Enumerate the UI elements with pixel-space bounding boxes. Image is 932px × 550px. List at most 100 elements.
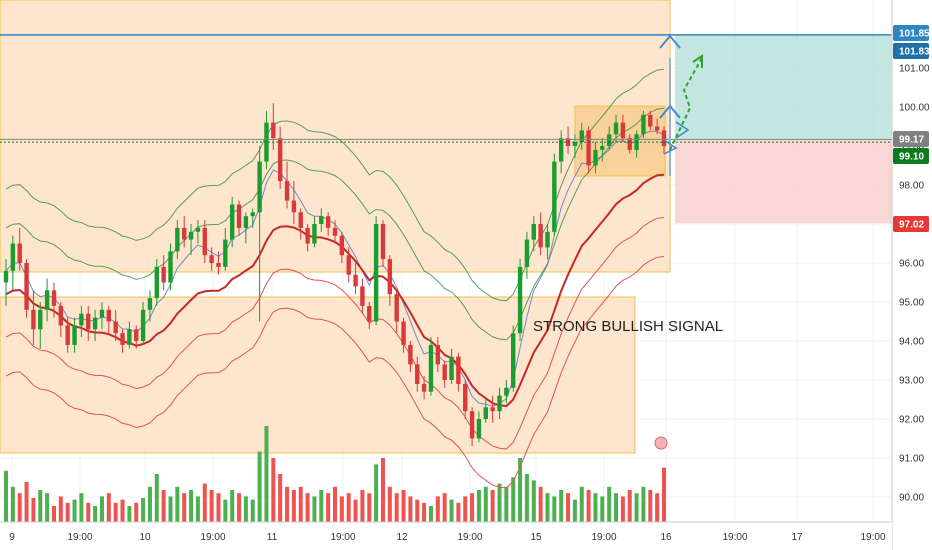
candle — [216, 251, 221, 275]
candle-body — [606, 134, 612, 146]
time-tick-label: 15 — [530, 532, 542, 543]
candle — [140, 302, 146, 345]
volume-bar — [572, 499, 577, 522]
volume-bar — [435, 496, 440, 522]
candle — [154, 259, 159, 306]
candle — [339, 231, 345, 263]
volume-bar — [182, 493, 187, 522]
price-axis[interactable]: 90.0091.0092.0093.0094.0095.0096.0097.00… — [891, 0, 932, 550]
candle-body — [188, 231, 194, 240]
volume-bar — [401, 490, 406, 522]
candle — [209, 247, 214, 271]
candle — [346, 247, 351, 283]
candle — [86, 305, 91, 341]
volume-bar — [524, 474, 529, 522]
volume-bar — [113, 502, 118, 522]
time-tick-label: 10 — [139, 532, 151, 543]
candle — [31, 290, 36, 345]
candle — [175, 220, 180, 260]
arrow-head-icon — [692, 54, 703, 68]
candle — [127, 321, 132, 349]
time-axis[interactable]: 9 19:00 10 19:00 11 19:00 12 19:00 15 19:00 16 19:0… — [0, 521, 892, 550]
candle-body — [202, 227, 207, 256]
candle-body — [353, 274, 358, 287]
candle — [648, 110, 653, 131]
volume-bar — [168, 496, 173, 522]
volume-bar — [134, 502, 139, 522]
candle-body — [168, 251, 173, 283]
candle-body — [531, 224, 536, 240]
candle — [72, 317, 77, 353]
price-tag-bg — [893, 131, 929, 147]
volume-bar — [627, 490, 632, 522]
volume-bar — [545, 493, 550, 522]
candle-body — [654, 126, 660, 131]
volume-bar — [250, 499, 255, 522]
price-tick-label: 93.00 — [899, 376, 924, 387]
candle — [476, 411, 482, 443]
candle — [408, 341, 413, 373]
candle-body — [257, 161, 262, 213]
candle-body — [120, 333, 125, 345]
candle-body — [648, 114, 653, 127]
volume-bar — [195, 496, 200, 522]
price-tag-label: 101.85 — [899, 29, 930, 40]
candle — [51, 282, 57, 318]
candle-body — [511, 333, 516, 388]
volume-bar — [456, 502, 461, 522]
candle-body — [223, 239, 228, 267]
price-tag-bg — [893, 148, 929, 164]
candle — [600, 138, 605, 162]
time-tick-label: 16 — [660, 532, 672, 543]
candle-body — [243, 216, 249, 228]
time-tick-label: 19:00 — [457, 532, 482, 543]
candle-body — [113, 321, 118, 334]
volume-bars — [4, 426, 668, 522]
volume-bar — [497, 483, 502, 522]
volume-bar — [394, 493, 399, 522]
candle — [147, 290, 153, 322]
position-tool[interactable] — [0, 34, 892, 176]
volume-bar — [51, 506, 56, 522]
candle-body — [72, 325, 77, 345]
candle — [277, 126, 283, 189]
candle — [134, 325, 139, 349]
time-tick-label: 19:00 — [860, 532, 885, 543]
candle-body — [387, 259, 393, 295]
price-tag: 101.83 — [893, 43, 930, 59]
volume-bar — [641, 486, 646, 522]
candle-body — [58, 305, 64, 326]
candle — [79, 305, 84, 338]
volume-bar — [353, 499, 358, 522]
volume-bar — [72, 499, 77, 522]
volume-bar — [175, 486, 180, 522]
candle — [99, 302, 105, 330]
price-tag: 97.02 — [893, 216, 929, 232]
price-tag-bg — [893, 43, 929, 59]
candle — [538, 212, 543, 256]
time-tick-label: 19:00 — [200, 532, 225, 543]
candle-body — [360, 286, 365, 306]
candle-body — [319, 216, 324, 224]
candle — [394, 290, 399, 334]
candle-body — [517, 266, 523, 334]
time-tick-label: 19:00 — [591, 532, 616, 543]
volume-bar — [538, 486, 543, 522]
time-tick-label: 17 — [791, 532, 803, 543]
candle — [223, 227, 228, 271]
candle — [511, 325, 516, 392]
price-tick-label: 94.00 — [899, 337, 924, 348]
candle — [10, 235, 16, 291]
candle — [545, 224, 550, 260]
candle-body — [216, 263, 221, 267]
chevron-up-icon — [659, 104, 681, 119]
volume-bar — [463, 496, 468, 522]
volume-bar — [31, 498, 36, 522]
candle — [257, 146, 262, 322]
candle — [456, 352, 461, 392]
candle — [305, 224, 310, 252]
candle — [44, 278, 50, 322]
volume-bar — [237, 493, 242, 522]
candle — [182, 216, 187, 248]
